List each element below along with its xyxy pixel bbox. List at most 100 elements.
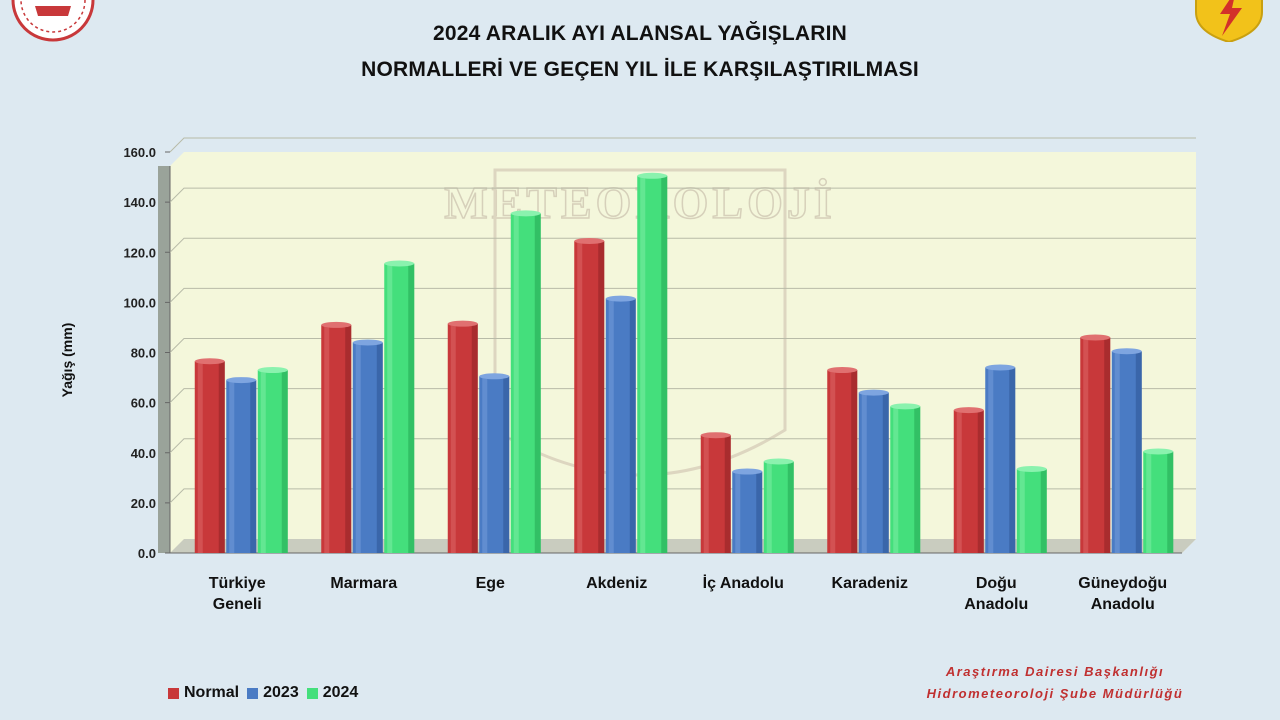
bar-top <box>447 320 478 327</box>
bar-highlight <box>1083 337 1089 553</box>
x-tick-label-line: Anadolu <box>964 596 1028 613</box>
credit-department: Araştırma Dairesi Başkanlığı <box>945 664 1165 679</box>
bar-highlight <box>229 380 235 553</box>
bar-top <box>637 172 668 179</box>
bar-highlight <box>324 324 330 553</box>
bar-top <box>732 468 763 475</box>
x-tick-label: Güneydoğu Anadolu <box>1078 575 1167 613</box>
bar-highlight <box>608 298 614 553</box>
bar-shade <box>851 370 858 553</box>
bar-top <box>321 321 352 328</box>
y-tick-label: 20.0 <box>131 496 156 511</box>
x-tick-label-line: Türkiye <box>209 575 266 592</box>
bar-shade <box>882 392 889 553</box>
bar-2024 <box>763 458 794 553</box>
bar-normal <box>447 320 478 553</box>
x-tick-label: Akdeniz <box>586 575 647 592</box>
plot-floor <box>170 539 1196 553</box>
y-tick-label: 100.0 <box>123 295 156 310</box>
bar-top <box>605 295 636 302</box>
bar-normal <box>700 432 731 553</box>
gridline <box>169 237 1196 253</box>
gridline <box>169 438 1196 454</box>
bar-2023 <box>985 364 1016 553</box>
bar-highlight <box>893 406 899 553</box>
bar-highlight <box>956 410 962 553</box>
bar-top <box>985 364 1016 371</box>
bar-top <box>384 260 415 267</box>
bar-2023 <box>1111 348 1142 553</box>
x-tick-label: Marmara <box>330 575 397 592</box>
bar-top <box>1143 448 1174 455</box>
bar-shade <box>408 263 415 553</box>
bar-top <box>858 389 889 396</box>
government-seal-icon <box>11 0 95 42</box>
bar-top <box>890 403 921 410</box>
bar-shade <box>1135 351 1142 553</box>
bar-normal <box>827 367 858 553</box>
bar-2023 <box>479 373 510 553</box>
y-axis-label: Yağış (mm) <box>59 323 75 398</box>
x-tick-label-line: Doğu <box>976 575 1017 592</box>
bar-2023 <box>732 468 763 553</box>
bar-shade <box>218 361 225 553</box>
x-tick-label-line: Güneydoğu <box>1078 575 1167 592</box>
x-tick-label: Doğu Anadolu <box>964 575 1028 613</box>
bar-top <box>1080 334 1111 341</box>
bar-2023 <box>226 377 257 553</box>
y-tick-label: 80.0 <box>131 346 156 361</box>
bar-shade <box>629 298 636 553</box>
bar-shade <box>787 461 794 553</box>
x-tick-label-line: Marmara <box>330 575 397 592</box>
bar-highlight <box>482 376 488 553</box>
bar-shade <box>534 213 541 553</box>
y-tick-label: 0.0 <box>138 546 156 561</box>
y-tick-label: 60.0 <box>131 396 156 411</box>
bar-2024 <box>510 210 541 553</box>
bar-highlight <box>1146 451 1152 553</box>
bar-normal <box>1080 334 1111 553</box>
x-tick-label-line: Anadolu <box>1091 596 1155 613</box>
bar-shade <box>345 324 352 553</box>
bar-highlight <box>513 213 519 553</box>
credit-branch: Hidrometeoroloji Şube Müdürlüğü <box>926 686 1184 701</box>
bar-shade <box>977 410 984 553</box>
bar-highlight <box>861 392 867 553</box>
legend-item-2023: 2023 <box>247 684 299 702</box>
bar-highlight <box>640 175 646 553</box>
bar-highlight <box>197 361 203 553</box>
bar-top <box>194 358 225 365</box>
bar-top <box>827 367 858 374</box>
bar-top <box>574 237 605 244</box>
x-tick-label: Karadeniz <box>832 575 908 592</box>
bar-2024 <box>1143 448 1174 553</box>
legend-label-2023: 2023 <box>263 684 299 701</box>
legend-swatch-normal <box>168 687 179 699</box>
bar-top <box>479 373 510 380</box>
x-tick-label-line: Ege <box>476 575 505 592</box>
bar-normal <box>574 237 605 554</box>
bar-highlight <box>988 367 994 553</box>
plot-area <box>170 152 1196 553</box>
bar-highlight <box>260 370 266 553</box>
bar-normal <box>194 358 225 553</box>
bar-top <box>510 210 541 217</box>
bar-highlight <box>387 263 393 553</box>
bar-shade <box>1167 451 1174 553</box>
bar-2023 <box>858 389 889 553</box>
gridline <box>169 488 1196 504</box>
bar-highlight <box>1019 469 1025 553</box>
bar-highlight <box>703 435 709 553</box>
bar-shade <box>471 323 478 553</box>
bar-shade <box>724 435 731 553</box>
x-tick-label-line: Karadeniz <box>832 575 908 592</box>
bar-shade <box>1040 469 1047 553</box>
bar-top <box>953 407 984 414</box>
meteorology-logo-icon <box>1195 0 1263 42</box>
bar-highlight <box>450 323 456 553</box>
bar-highlight <box>766 461 772 553</box>
x-tick-label: İç Anadolu <box>703 574 784 592</box>
bar-shade <box>281 370 288 553</box>
legend-label-normal: Normal <box>184 684 240 701</box>
